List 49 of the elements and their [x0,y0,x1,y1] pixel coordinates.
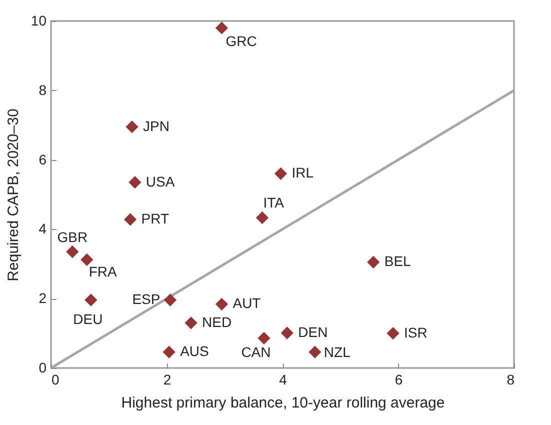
point [280,326,294,340]
point [256,211,269,224]
point [215,298,228,310]
annotation: ISR [404,324,428,340]
point [308,346,322,358]
point [184,316,198,330]
annotation: DEU [73,310,103,327]
point [66,245,79,258]
annotation: USA [146,173,176,190]
annotation: ITA [263,194,285,211]
annotation: GBR [57,228,88,245]
x-axis-title: Highest primary balance, 10-year rolling average [121,394,445,412]
point [162,346,176,358]
point [274,167,288,180]
y-tick-label: 6 [38,151,47,168]
y-axis-title: Required CAPB, 2020–30 [4,108,22,282]
annotation: BEL [384,253,412,270]
point [164,294,177,306]
point [258,332,270,344]
x-tick-label: 8 [506,372,515,388]
x-tick-label: 2 [163,372,172,388]
annotation: GRC [226,32,257,49]
point [128,176,142,189]
annotation: IRL [292,164,314,181]
point [124,213,137,226]
point [80,253,94,266]
y-tick-label: 0 [38,360,47,376]
annotation: AUS [180,343,209,360]
x-tick-label: 0 [52,372,60,388]
y-tick-label: 10 [30,12,47,28]
annotation: AUT [232,295,262,312]
annotation: NZL [324,344,351,360]
y-tick-label: 4 [38,220,47,237]
x-tick-label: 6 [394,372,403,388]
annotation: DEN [298,324,328,340]
y-tick-label: 8 [38,82,47,98]
annotation: FRA [88,264,118,280]
point [386,326,400,340]
annotation: CAN [241,344,271,360]
x-tick-label: 4 [279,372,288,388]
point [126,120,138,134]
annotation: NED [202,314,232,330]
annotation: ESP [132,290,160,307]
point [215,22,228,34]
point [84,294,98,306]
annotation: PRT [141,210,170,226]
annotation: JPN [143,118,170,134]
y-tick-label: 2 [38,290,47,306]
point [367,256,380,268]
